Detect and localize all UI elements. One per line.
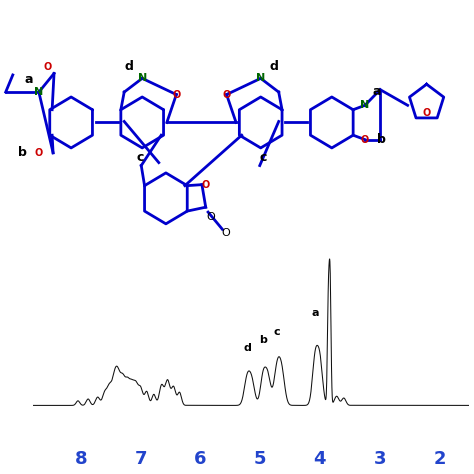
Text: b: b: [377, 133, 386, 146]
Text: 2: 2: [433, 450, 446, 467]
Text: O: O: [221, 228, 230, 237]
Text: 3: 3: [374, 450, 386, 467]
Text: d: d: [243, 343, 251, 353]
Text: N: N: [360, 100, 370, 110]
Text: d: d: [125, 60, 133, 73]
Text: 7: 7: [135, 450, 147, 467]
Text: 6: 6: [194, 450, 207, 467]
Text: c: c: [136, 151, 144, 164]
Text: a: a: [373, 85, 381, 98]
Text: O: O: [35, 148, 43, 158]
Text: a: a: [24, 73, 33, 86]
Text: d: d: [270, 60, 278, 73]
Text: O: O: [361, 135, 369, 145]
Text: c: c: [259, 151, 267, 164]
Text: b: b: [259, 336, 267, 346]
Text: a: a: [311, 308, 319, 318]
Text: O: O: [422, 108, 431, 118]
Text: O: O: [222, 90, 231, 100]
Text: N: N: [256, 73, 265, 83]
Text: 5: 5: [254, 450, 266, 467]
Text: O: O: [206, 212, 215, 222]
Text: N: N: [137, 73, 147, 83]
Text: O: O: [201, 180, 210, 190]
Text: N: N: [34, 87, 44, 97]
Text: 4: 4: [314, 450, 326, 467]
Text: c: c: [273, 327, 280, 337]
Text: b: b: [18, 146, 27, 159]
Text: O: O: [43, 62, 52, 72]
Text: O: O: [172, 90, 181, 100]
Text: 8: 8: [75, 450, 87, 467]
